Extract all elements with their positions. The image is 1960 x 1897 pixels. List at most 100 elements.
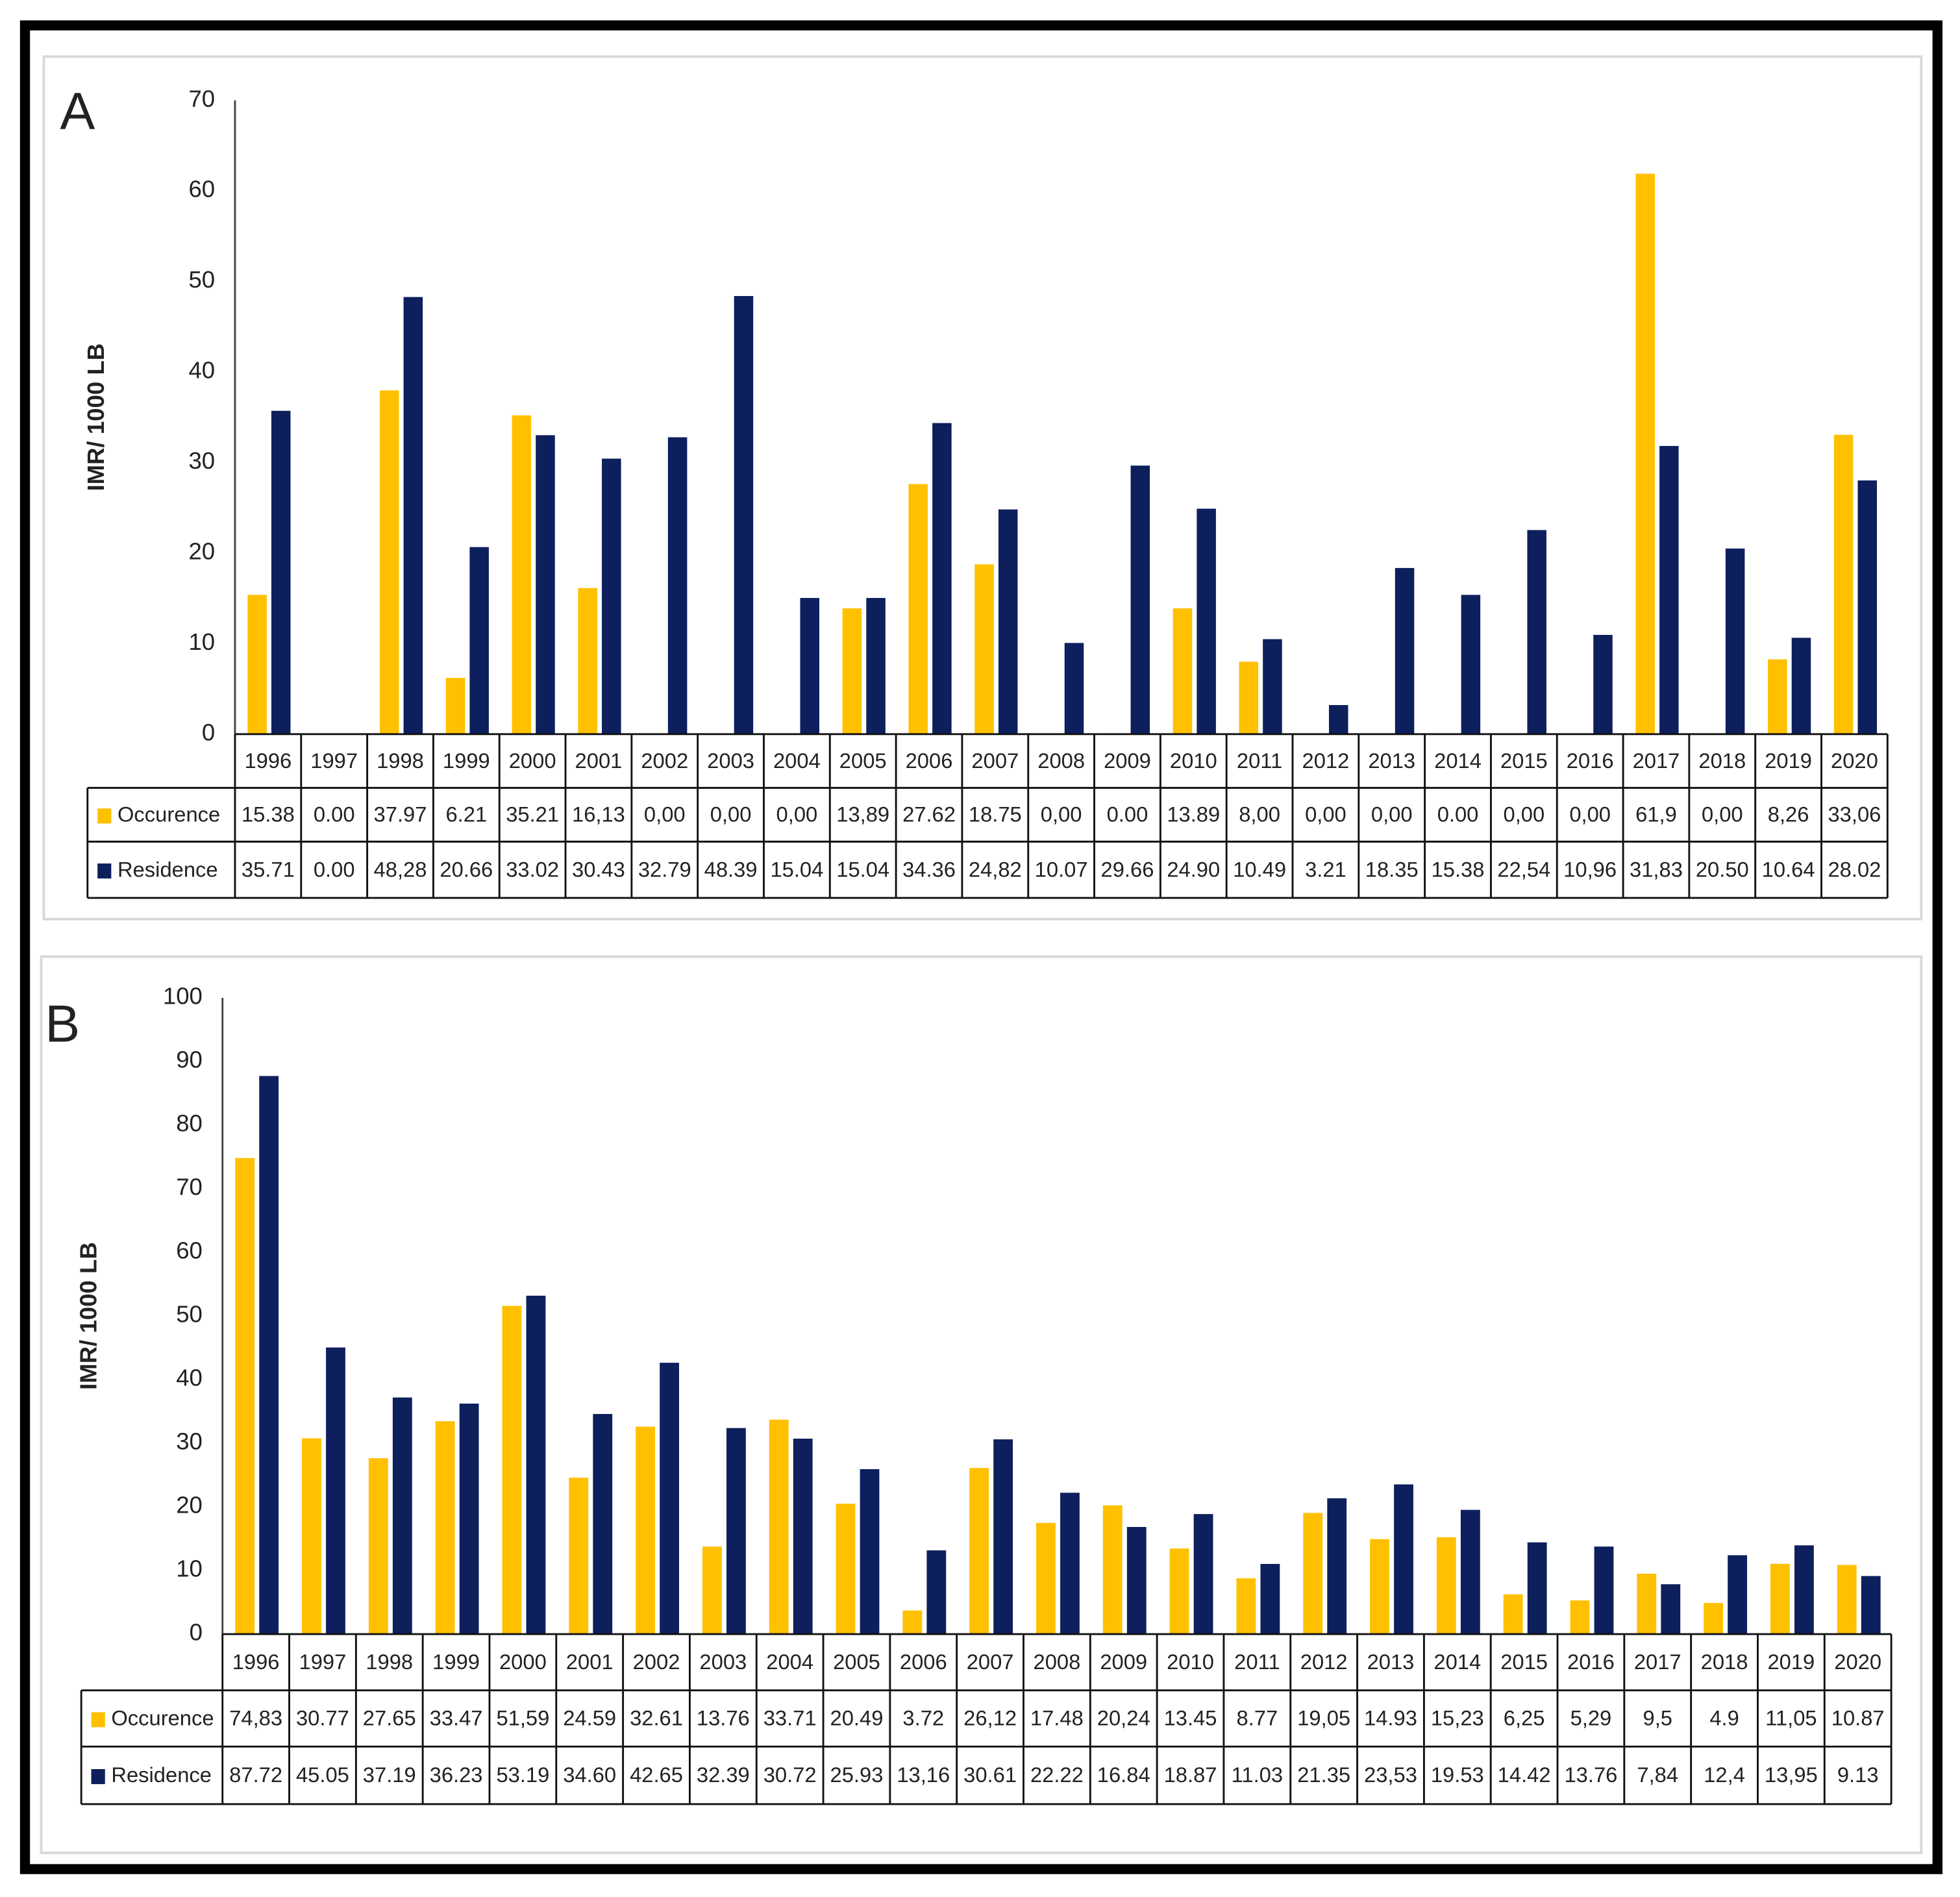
x-tick-label: 2011 [1237, 749, 1282, 773]
bar [1593, 634, 1613, 734]
x-tick-label: 2005 [839, 749, 887, 773]
data-label: 8,26 [1768, 802, 1809, 826]
x-tick-label: 2004 [773, 749, 821, 773]
bar [1570, 1600, 1590, 1635]
data-label: 24.90 [1167, 857, 1220, 881]
data-label: 18.75 [969, 802, 1022, 826]
y-tick-label: 70 [188, 85, 215, 112]
y-tick-label: 90 [176, 1047, 203, 1073]
data-label: 33.71 [763, 1706, 817, 1730]
data-label: 0.00 [314, 802, 355, 826]
bar [1704, 1603, 1724, 1635]
y-tick-label: 50 [176, 1301, 203, 1328]
data-label: 16.84 [1097, 1763, 1150, 1787]
data-label: 34.36 [902, 857, 956, 881]
bar [502, 1306, 522, 1635]
data-label: 6,25 [1504, 1706, 1545, 1730]
bar [800, 598, 820, 734]
bar [993, 1439, 1013, 1635]
x-tick-label: 2020 [1834, 1650, 1881, 1674]
bar [235, 1158, 255, 1635]
bar [702, 1546, 722, 1635]
data-label: 20,24 [1097, 1706, 1150, 1730]
bar [1064, 643, 1084, 734]
data-label: 22,54 [1497, 857, 1550, 881]
data-label: 45.05 [296, 1763, 349, 1787]
y-tick-label: 30 [176, 1428, 203, 1455]
y-axis-title: IMR/ 1000 LB [82, 343, 109, 491]
bar [326, 1347, 345, 1635]
data-label: 10.64 [1762, 857, 1815, 881]
bar [459, 1404, 479, 1635]
bar [536, 435, 555, 734]
data-label: 10.07 [1035, 857, 1088, 881]
data-label: 18.87 [1164, 1763, 1217, 1787]
bar [974, 564, 994, 734]
bar [1833, 434, 1854, 734]
x-tick-label: 2016 [1567, 1650, 1615, 1674]
bar [1725, 548, 1745, 734]
data-label: 13,89 [836, 802, 889, 826]
data-label: 9.13 [1837, 1763, 1879, 1787]
data-label: 32.61 [630, 1706, 683, 1730]
bar [1328, 705, 1348, 734]
bar [247, 595, 267, 734]
data-label: 17.48 [1030, 1706, 1084, 1730]
x-tick-label: 2001 [575, 749, 623, 773]
y-tick-label: 60 [176, 1237, 203, 1264]
data-label: 35.21 [506, 802, 559, 826]
bar [1661, 1584, 1681, 1635]
data-label: 0.00 [1437, 802, 1479, 826]
data-label: 15.38 [1432, 857, 1485, 881]
data-label: 35.71 [242, 857, 295, 881]
x-tick-label: 2002 [641, 749, 688, 773]
data-label: 25.93 [830, 1763, 884, 1787]
legend-label: Occurence [111, 1706, 214, 1730]
x-tick-label: 2017 [1634, 1650, 1681, 1674]
data-label: 31,83 [1630, 857, 1683, 881]
data-label: 37.97 [374, 802, 427, 826]
bar [569, 1478, 589, 1635]
data-label: 6.21 [445, 802, 487, 826]
bar [271, 410, 291, 734]
data-label: 30.77 [296, 1706, 349, 1730]
y-tick-label: 50 [188, 266, 215, 293]
x-tick-label: 2003 [699, 1650, 747, 1674]
x-tick-label: 2020 [1831, 749, 1878, 773]
bar [1861, 1576, 1881, 1635]
data-label: 24,82 [969, 857, 1022, 881]
panel-frame [42, 55, 1923, 921]
data-label: 0,00 [644, 802, 686, 826]
bar [1436, 1537, 1456, 1635]
bar [1791, 638, 1811, 734]
x-tick-label: 2013 [1368, 749, 1415, 773]
x-tick-label: 2000 [499, 1650, 547, 1674]
data-label: 13.76 [697, 1706, 750, 1730]
legend-label: Residence [118, 857, 218, 881]
x-tick-label: 2017 [1633, 749, 1680, 773]
x-tick-label: 1996 [232, 1650, 280, 1674]
x-tick-label: 2016 [1567, 749, 1614, 773]
bar [1857, 480, 1878, 734]
bar [379, 390, 399, 734]
data-label: 0,00 [1702, 802, 1743, 826]
bar [866, 598, 886, 734]
data-label: 0,00 [1504, 802, 1545, 826]
data-label: 0.00 [314, 857, 355, 881]
data-label: 26,12 [963, 1706, 1017, 1730]
bar [1594, 1546, 1614, 1635]
x-tick-label: 2012 [1300, 1650, 1348, 1674]
outer-border [19, 20, 1943, 1874]
y-tick-label: 40 [176, 1365, 203, 1391]
bar [842, 608, 862, 734]
bar [1327, 1498, 1347, 1635]
bar [1197, 508, 1216, 734]
bar [793, 1439, 813, 1635]
bar [860, 1469, 880, 1635]
bar [1370, 1539, 1389, 1635]
data-label: 0.00 [1107, 802, 1148, 826]
data-label: 33.02 [506, 857, 559, 881]
data-label: 10,96 [1563, 857, 1617, 881]
x-tick-label: 2014 [1434, 749, 1482, 773]
x-tick-label: 2001 [566, 1650, 614, 1674]
